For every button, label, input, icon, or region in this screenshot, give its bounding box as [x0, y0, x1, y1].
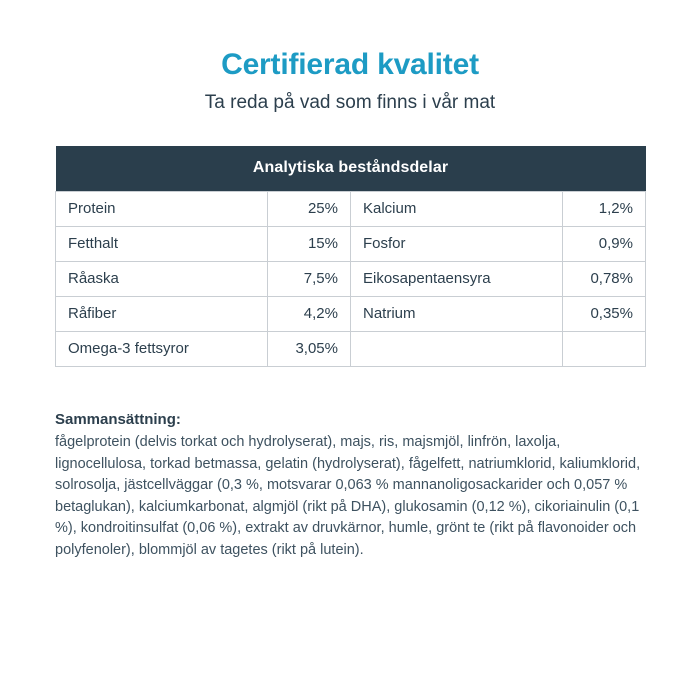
analytical-constituents-section: Analytiska beståndsdelar Protein 25% Kal… [55, 145, 646, 367]
composition-section: Sammansättning: fågelprotein (delvis tor… [55, 410, 655, 561]
analytical-constituents-table: Analytiska beståndsdelar Protein 25% Kal… [55, 145, 646, 367]
nutrient-name: Fosfor [350, 225, 563, 262]
nutrient-name: Natrium [350, 295, 563, 332]
nutrient-name: Kalcium [350, 190, 563, 227]
composition-text: fågelprotein (delvis torkat och hydrolys… [55, 434, 641, 558]
nutrient-value: 15% [267, 225, 351, 262]
nutrient-value: 4,2% [267, 295, 351, 332]
page-title: Certifierad kvalitet [221, 48, 479, 81]
composition-heading: Sammansättning: [55, 410, 181, 428]
nutrient-value: 0,9% [562, 225, 646, 262]
nutrient-name: Omega-3 fettsyror [55, 330, 268, 367]
nutrient-name: Fetthalt [55, 225, 268, 262]
nutrient-name: Protein [55, 190, 268, 227]
nutrient-value: 7,5% [267, 260, 351, 297]
nutrient-name: Råfiber [55, 295, 268, 332]
table-header-row: Analytiska beståndsdelar [55, 145, 646, 192]
nutrient-value: 25% [267, 190, 351, 227]
table-empty-cell [350, 330, 563, 367]
table-row: Omega-3 fettsyror 3,05% [55, 330, 646, 367]
nutrient-name: Eikosapentaensyra [350, 260, 563, 297]
table-head: Analytiska beståndsdelar [55, 145, 646, 192]
table-body: Protein 25% Kalcium 1,2% Fetthalt 15% Fo… [55, 190, 646, 367]
table-empty-cell [562, 330, 646, 367]
page-subtitle: Ta reda på vad som finns i vår mat [204, 92, 496, 113]
nutrient-value: 3,05% [267, 330, 351, 367]
table-row: Protein 25% Kalcium 1,2% [55, 190, 646, 227]
nutrient-value: 1,2% [562, 190, 646, 227]
table-row: Råaska 7,5% Eikosapentaensyra 0,78% [55, 260, 646, 297]
nutrient-value: 0,78% [562, 260, 646, 297]
nutrient-value: 0,35% [562, 295, 646, 332]
table-header-title: Analytiska beståndsdelar [55, 145, 646, 192]
nutrient-name: Råaska [55, 260, 268, 297]
table-row: Råfiber 4,2% Natrium 0,35% [55, 295, 646, 332]
table-row: Fetthalt 15% Fosfor 0,9% [55, 225, 646, 262]
page-header: Certifierad kvalitet Ta reda på vad som … [0, 0, 700, 115]
